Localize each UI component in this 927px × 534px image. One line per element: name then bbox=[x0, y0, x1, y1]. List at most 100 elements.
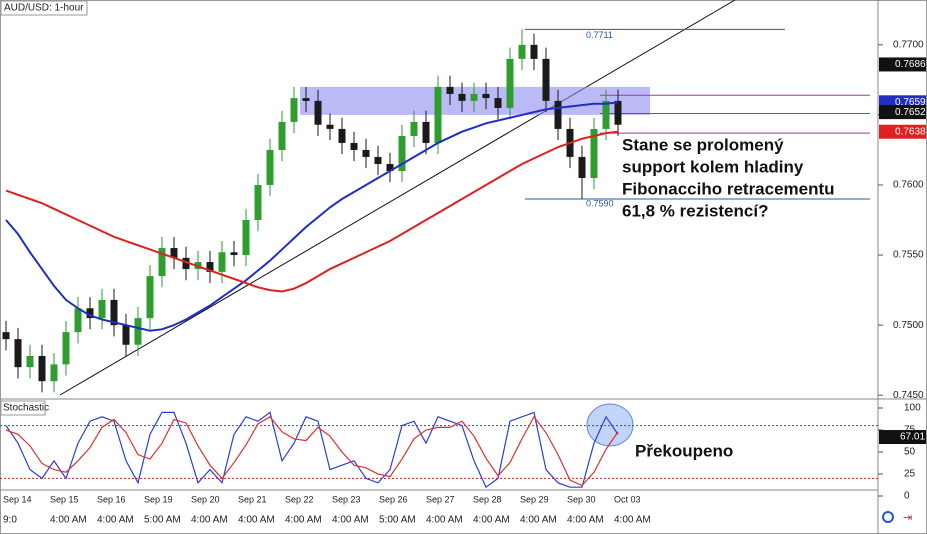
candle-body bbox=[62, 332, 70, 365]
candle-body bbox=[38, 355, 46, 382]
candle-body bbox=[134, 318, 142, 345]
candle-body bbox=[50, 364, 58, 382]
annotation: support kolem hladiny bbox=[622, 157, 804, 176]
candle-body bbox=[506, 58, 514, 108]
annotation: 61,8 % rezistencí? bbox=[622, 201, 768, 220]
title-box bbox=[0, 400, 46, 416]
annotation: Fibonacciho retracementu bbox=[622, 179, 835, 198]
price-marker-label: 0.7652 bbox=[895, 107, 926, 118]
x-time-label: 9:0 bbox=[3, 515, 17, 526]
x-date-label: Sep 30 bbox=[567, 494, 596, 504]
candle-body bbox=[614, 100, 622, 125]
price-marker-label: 0.7686 bbox=[895, 59, 926, 70]
candle-body bbox=[98, 299, 106, 319]
candle-body bbox=[254, 184, 262, 221]
candle-body bbox=[422, 121, 430, 143]
price-marker-label: 0.7659 bbox=[895, 97, 926, 108]
candle-body bbox=[146, 276, 154, 319]
candle-body bbox=[482, 93, 490, 99]
candle-body bbox=[602, 100, 610, 129]
candle-body bbox=[410, 121, 418, 136]
x-time-label: 5:00 AM bbox=[379, 515, 416, 526]
x-date-label: Sep 23 bbox=[332, 494, 361, 504]
y-tick-label: 0.7450 bbox=[893, 390, 924, 401]
stoch-line bbox=[5, 415, 619, 487]
candle-body bbox=[398, 135, 406, 171]
y-tick-label: 0.7500 bbox=[893, 320, 924, 331]
candle-body bbox=[470, 93, 478, 101]
candle-body bbox=[26, 355, 34, 368]
candle-body bbox=[338, 128, 346, 143]
x-date-label: Sep 21 bbox=[238, 494, 267, 504]
fib-label: 0.7711 bbox=[586, 30, 613, 40]
x-date-label: Sep 27 bbox=[426, 494, 455, 504]
moving-average bbox=[5, 101, 619, 332]
x-date-label: Sep 15 bbox=[50, 494, 79, 504]
y-tick-label: 25 bbox=[904, 469, 916, 480]
x-time-label: 4:00 AM bbox=[50, 515, 87, 526]
x-date-label: Sep 29 bbox=[520, 494, 549, 504]
x-date-label: Sep 19 bbox=[144, 494, 173, 504]
y-tick-label: 0.7600 bbox=[893, 180, 924, 191]
x-date-label: Oct 03 bbox=[614, 494, 641, 504]
y-tick-label: 100 bbox=[904, 403, 921, 414]
x-time-label: 4:00 AM bbox=[191, 515, 228, 526]
candle-body bbox=[362, 149, 370, 157]
x-time-label: 4:00 AM bbox=[238, 515, 275, 526]
x-date-label: Sep 28 bbox=[473, 494, 502, 504]
candle-body bbox=[290, 98, 298, 122]
svg-text:⇥: ⇥ bbox=[903, 512, 912, 524]
annotation: Překoupeno bbox=[635, 441, 733, 460]
candle-body bbox=[530, 44, 538, 59]
trendline bbox=[59, 0, 736, 396]
candle-body bbox=[554, 100, 562, 129]
price-marker bbox=[879, 57, 926, 72]
candle-body bbox=[350, 142, 358, 150]
candle-body bbox=[590, 128, 598, 178]
candle-body bbox=[206, 262, 214, 272]
candle-body bbox=[458, 93, 466, 101]
plot-layer: 0.74500.75000.75500.76000.76500.77000.77… bbox=[0, 28, 926, 526]
candle-body bbox=[278, 121, 286, 150]
candle-body bbox=[86, 308, 94, 319]
price-marker bbox=[879, 124, 926, 139]
x-date-label: Sep 16 bbox=[97, 494, 126, 504]
candle-body bbox=[518, 44, 526, 59]
x-time-label: 4:00 AM bbox=[567, 515, 604, 526]
candle-body bbox=[182, 257, 190, 270]
highlight-circle bbox=[586, 403, 634, 447]
price-marker bbox=[879, 105, 926, 120]
fib-label: 0.7590 bbox=[586, 198, 614, 208]
title-box bbox=[0, 0, 88, 16]
candle-body bbox=[494, 98, 502, 108]
candle-body bbox=[158, 248, 166, 277]
logo: ⇥ bbox=[882, 511, 912, 524]
y-tick-label: 0.7700 bbox=[893, 39, 924, 50]
moving-average bbox=[5, 130, 619, 293]
candle-body bbox=[302, 98, 310, 101]
x-time-label: 5:00 AM bbox=[144, 515, 181, 526]
x-date-label: Sep 26 bbox=[379, 494, 408, 504]
candle-body bbox=[170, 248, 178, 258]
x-time-label: 4:00 AM bbox=[285, 515, 322, 526]
x-time-label: 4:00 AM bbox=[332, 515, 369, 526]
x-time-label: 4:00 AM bbox=[97, 515, 134, 526]
x-time-label: 4:00 AM bbox=[473, 515, 510, 526]
candle-body bbox=[446, 86, 454, 94]
chart-title: AUD/USD: 1-hour bbox=[4, 3, 84, 14]
stoch-marker-label: 67.01 bbox=[900, 432, 925, 443]
price-marker-label: 0.7638 bbox=[895, 126, 926, 137]
stoch-line bbox=[5, 411, 619, 489]
candle-body bbox=[578, 156, 586, 178]
candle-body bbox=[242, 220, 250, 256]
candle-body bbox=[434, 86, 442, 143]
annotation: Stane se prolomený bbox=[622, 135, 784, 154]
candle-body bbox=[314, 100, 322, 125]
y-tick-label: 0.7550 bbox=[893, 250, 924, 261]
candle-body bbox=[326, 124, 334, 129]
candle-body bbox=[122, 325, 130, 345]
x-date-label: Sep 22 bbox=[285, 494, 314, 504]
panel-title: Stochastic bbox=[3, 403, 49, 414]
candle-body bbox=[14, 339, 22, 368]
x-date-label: Sep 20 bbox=[191, 494, 220, 504]
